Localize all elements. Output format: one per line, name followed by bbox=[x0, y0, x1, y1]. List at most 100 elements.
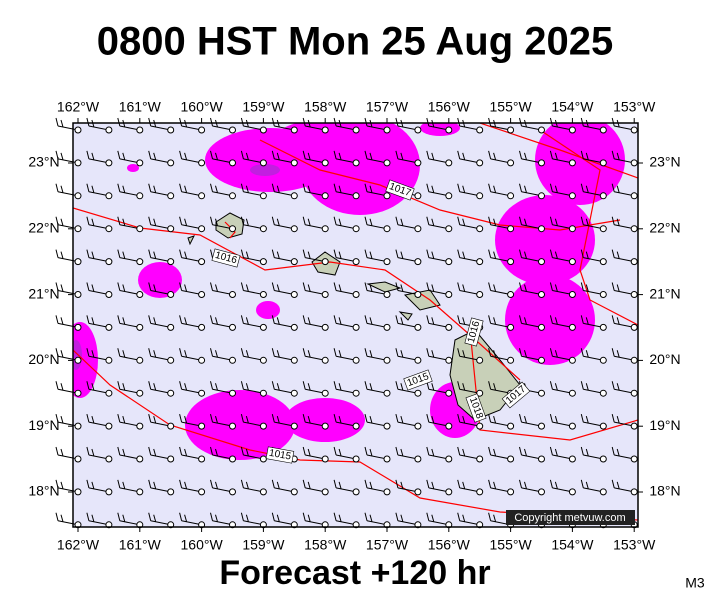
station bbox=[105, 356, 113, 364]
station bbox=[74, 389, 82, 397]
station bbox=[352, 455, 360, 463]
station bbox=[507, 422, 515, 430]
lon-label: 157°W bbox=[366, 99, 409, 115]
station bbox=[290, 192, 298, 200]
station bbox=[136, 389, 144, 397]
station bbox=[352, 488, 360, 496]
station bbox=[414, 258, 422, 266]
station bbox=[229, 323, 236, 331]
station bbox=[167, 126, 175, 134]
station bbox=[74, 356, 82, 364]
station bbox=[136, 356, 144, 364]
lon-label: 153°W bbox=[613, 537, 656, 553]
axes: 162°W 162°W 161°W 161°W 160°W 160°W 159°W 159°W… bbox=[28, 99, 680, 553]
isobar-label-box bbox=[403, 369, 433, 391]
wind-barbs bbox=[55, 117, 638, 529]
station bbox=[290, 422, 298, 430]
station bbox=[198, 455, 206, 463]
station bbox=[538, 356, 545, 364]
station bbox=[229, 389, 236, 397]
lat-label: 18°N bbox=[28, 483, 59, 499]
station bbox=[105, 455, 113, 463]
station bbox=[414, 225, 422, 233]
station bbox=[136, 488, 144, 496]
station bbox=[476, 389, 484, 397]
station bbox=[167, 291, 175, 298]
station bbox=[229, 192, 236, 200]
lat-label: 19°N bbox=[649, 417, 680, 433]
station bbox=[105, 225, 113, 233]
station bbox=[538, 291, 545, 298]
station bbox=[352, 225, 360, 233]
station bbox=[321, 323, 329, 331]
lon-label: 153°W bbox=[613, 99, 656, 115]
lon-label: 155°W bbox=[490, 537, 533, 553]
station bbox=[74, 225, 82, 233]
station bbox=[136, 455, 144, 463]
lon-label: 155°W bbox=[490, 99, 533, 115]
station bbox=[229, 422, 236, 430]
station bbox=[321, 356, 329, 364]
station bbox=[259, 455, 267, 463]
station bbox=[290, 225, 298, 233]
station bbox=[352, 389, 360, 397]
lon-label: 158°W bbox=[304, 537, 347, 553]
station bbox=[630, 488, 638, 496]
lat-label: 22°N bbox=[28, 220, 59, 236]
station bbox=[290, 389, 298, 397]
station bbox=[321, 389, 329, 397]
isobar-label-box bbox=[464, 317, 484, 347]
station bbox=[630, 159, 638, 167]
station bbox=[321, 291, 329, 298]
station bbox=[445, 488, 453, 496]
lon-label: 154°W bbox=[551, 99, 594, 115]
station bbox=[259, 422, 267, 430]
station bbox=[476, 159, 484, 167]
lon-label: 162°W bbox=[57, 99, 100, 115]
station bbox=[383, 323, 391, 331]
station bbox=[630, 291, 638, 298]
station bbox=[352, 126, 360, 134]
lon-label: 162°W bbox=[57, 537, 100, 553]
station bbox=[538, 225, 545, 233]
station bbox=[599, 356, 607, 364]
station bbox=[198, 389, 206, 397]
station bbox=[259, 356, 267, 364]
station bbox=[167, 192, 175, 200]
station bbox=[383, 192, 391, 200]
station bbox=[105, 126, 113, 134]
lat-label: 19°N bbox=[28, 417, 59, 433]
station bbox=[290, 291, 298, 298]
station bbox=[74, 455, 82, 463]
station bbox=[414, 159, 422, 167]
station bbox=[383, 126, 391, 134]
station bbox=[321, 488, 329, 496]
station bbox=[568, 356, 576, 364]
station bbox=[538, 258, 545, 266]
lat-label: 18°N bbox=[649, 483, 680, 499]
lat-label: 22°N bbox=[649, 220, 680, 236]
station bbox=[599, 159, 607, 167]
station bbox=[74, 159, 82, 167]
station bbox=[445, 258, 453, 266]
copyright-box bbox=[506, 510, 635, 525]
station bbox=[198, 422, 206, 430]
station bbox=[507, 323, 515, 331]
station bbox=[167, 422, 175, 430]
station bbox=[538, 192, 545, 200]
lon-label: 159°W bbox=[242, 99, 285, 115]
station bbox=[568, 389, 576, 397]
station bbox=[476, 422, 484, 430]
station bbox=[290, 356, 298, 364]
station bbox=[229, 159, 236, 167]
station bbox=[105, 192, 113, 200]
station bbox=[445, 323, 453, 331]
lon-label: 161°W bbox=[119, 99, 162, 115]
station bbox=[383, 225, 391, 233]
station bbox=[445, 159, 453, 167]
station bbox=[136, 291, 144, 298]
station bbox=[538, 159, 545, 167]
station bbox=[445, 422, 453, 430]
station bbox=[507, 291, 515, 298]
station bbox=[445, 455, 453, 463]
